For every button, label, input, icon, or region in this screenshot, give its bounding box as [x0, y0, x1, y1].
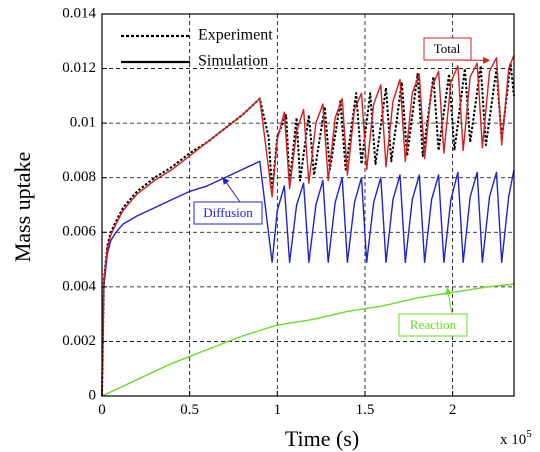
- legend-label-experiment: Experiment: [198, 27, 273, 44]
- annotation-diffusion-box: [193, 201, 263, 225]
- x-tick-label: 1: [274, 402, 282, 418]
- annotation-total: Total: [434, 41, 461, 56]
- x-tick-label: 0: [98, 402, 106, 418]
- y-tick-label: 0.014: [62, 5, 96, 21]
- y-axis-label: Mass uptake: [10, 152, 35, 263]
- annotation-reaction-arrow: [445, 287, 453, 315]
- x-axis-label: Time (s): [285, 426, 359, 451]
- x-exponent-power: 5: [526, 428, 532, 440]
- annotation-diffusion: Diffusion: [203, 205, 253, 220]
- plot-frame: [101, 13, 515, 397]
- y-tick-label: 0.008: [62, 169, 96, 185]
- annotation-diffusion-arrow: [222, 177, 241, 203]
- ticks: 0 0.5 1 1.5 2 0 0.002 0.004 0.006 0.008 0.01 0.012 0…: [62, 5, 456, 418]
- y-tick-label: 0.004: [62, 278, 96, 294]
- y-tick-label: 0.006: [62, 224, 96, 240]
- legend-label-simulation: Simulation: [198, 53, 268, 70]
- x-exponent-label: x 105: [500, 428, 532, 448]
- annotation-reaction: Reaction: [410, 317, 457, 332]
- y-tick-label: 0.01: [70, 115, 96, 131]
- legend: Experiment Simulation: [121, 27, 273, 70]
- annotation-reaction-box: [398, 313, 468, 337]
- x-exponent-base: x 10: [500, 432, 526, 448]
- x-tick-label: 2: [449, 402, 457, 418]
- x-tick-label: 0.5: [180, 402, 199, 418]
- series-line-simulation: [101, 54, 515, 397]
- series-line-diffusion: [101, 160, 515, 397]
- y-tick-label: 0: [89, 387, 97, 403]
- y-tick-label: 0.002: [62, 333, 96, 349]
- y-tick-label: 0.012: [62, 60, 96, 76]
- x-tick-label: 1.5: [356, 402, 375, 418]
- annotations: Total Diffusion Reaction: [193, 37, 491, 337]
